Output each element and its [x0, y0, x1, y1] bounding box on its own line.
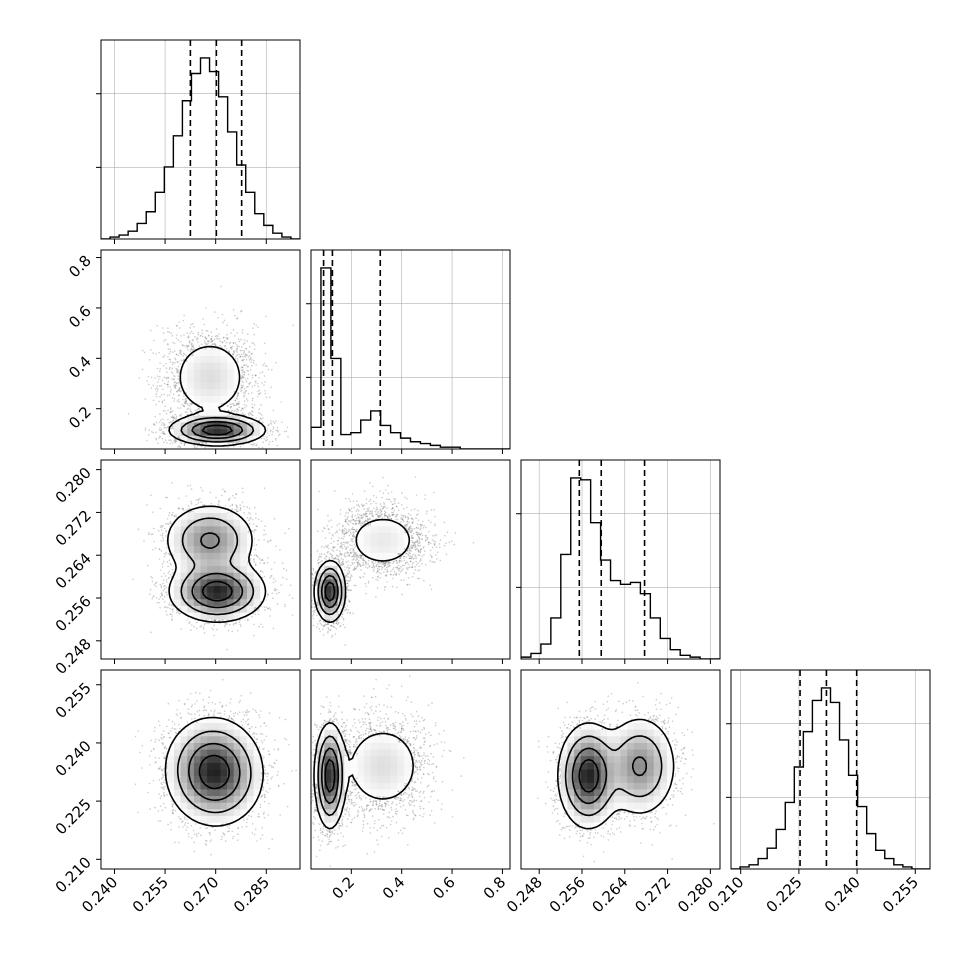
contour-level-2 — [317, 735, 343, 817]
axes-frame — [310, 459, 511, 660]
contour-level-1 — [168, 345, 267, 447]
x-tick-label: 0.285 — [230, 873, 273, 916]
y-tick-label: 0.4 — [65, 352, 95, 382]
y-tick-label: 0.248 — [52, 635, 95, 678]
contour-level-4 — [324, 758, 336, 793]
x-tick-label: 0.255 — [879, 873, 922, 916]
x-tick-label: 0.6 — [429, 873, 459, 903]
x-tick-label: 0.255 — [129, 873, 172, 916]
panel-p1-p1 — [96, 39, 301, 244]
y-tick-label: 0.264 — [52, 549, 95, 592]
y-tick-label: 0.240 — [52, 737, 95, 780]
panel-p2-p2 — [306, 249, 511, 454]
x-tick-label: 0.270 — [179, 873, 222, 916]
panel-p3-p4: 0.248 0.256 0.264 0.272 0.280 — [503, 669, 721, 916]
contour-level-3 — [188, 742, 241, 801]
y-tick-label: 0.2 — [65, 403, 95, 433]
panel-p2-p4: 0.2 0.4 0.6 0.8 — [310, 669, 511, 903]
axes-frame — [520, 669, 721, 870]
y-tick-label: 0.210 — [52, 853, 95, 896]
x-tick-label: 0.4 — [379, 873, 409, 903]
contour-level-4 — [198, 754, 230, 790]
contour-level-4 — [578, 758, 600, 793]
histogram-p1 — [101, 57, 300, 239]
density-shading — [167, 506, 268, 620]
contour-level-2 — [180, 517, 255, 616]
contour-level-2 — [317, 567, 343, 616]
x-tick-label: 0.2 — [329, 873, 359, 903]
x-tick-label: 0.272 — [631, 873, 674, 916]
contour-level-4 — [324, 581, 336, 602]
contour-level-3 — [321, 747, 340, 805]
axes-frame — [100, 249, 301, 450]
contour-level-1 — [313, 518, 411, 624]
density-shading — [560, 716, 674, 830]
y-tick-label: 0.255 — [52, 679, 95, 722]
axes-frame — [520, 459, 721, 660]
x-tick-label: 0.264 — [589, 873, 632, 916]
x-tick-label: 0.240 — [821, 873, 864, 916]
contour-level-4 — [201, 580, 233, 602]
panel-p1-p2: 0.2 0.4 0.6 0.8 — [65, 249, 301, 454]
x-tick-label: 0.225 — [763, 873, 806, 916]
histogram-p3 — [521, 477, 720, 659]
contour-level-1 — [313, 722, 414, 830]
contour-level-1 — [164, 716, 264, 827]
x-tick-label: 0.8 — [480, 873, 510, 903]
x-tick-label: 0.256 — [546, 873, 589, 916]
y-tick-label: 0.8 — [65, 252, 95, 282]
axes-frame — [730, 669, 931, 870]
density-shading — [311, 723, 411, 830]
histogram-p4 — [731, 687, 930, 869]
panel-p4-p4: 0.210 0.225 0.240 0.255 — [704, 669, 931, 916]
histogram-p2 — [311, 267, 510, 449]
contour-level-1 — [557, 718, 675, 830]
contour-level-3 — [320, 574, 339, 609]
axes-frame — [100, 669, 301, 870]
contour-level-3 — [191, 532, 244, 609]
axes-frame — [100, 459, 301, 660]
y-tick-label: 0.272 — [52, 507, 95, 550]
axes-frame — [310, 669, 511, 870]
y-tick-label: 0.256 — [52, 592, 95, 635]
y-tick-label: 0.6 — [65, 302, 95, 332]
contour-level-3 — [571, 747, 647, 805]
y-tick-label: 0.225 — [52, 795, 95, 838]
panel-p2-p3 — [310, 459, 511, 664]
contour-level-4 — [201, 424, 233, 436]
x-tick-label: 0.248 — [503, 873, 546, 916]
axes-frame — [310, 249, 511, 450]
contour-level-3 — [191, 420, 244, 439]
x-tick-label: 0.240 — [78, 873, 121, 916]
y-tick-label: 0.280 — [52, 464, 95, 507]
panel-p3-p3 — [516, 459, 721, 664]
axes-frame — [100, 39, 301, 240]
contour-level-2 — [180, 416, 255, 443]
contour-level-2 — [564, 735, 663, 817]
contour-level-1 — [167, 505, 267, 623]
contour-level-2 — [176, 730, 252, 814]
